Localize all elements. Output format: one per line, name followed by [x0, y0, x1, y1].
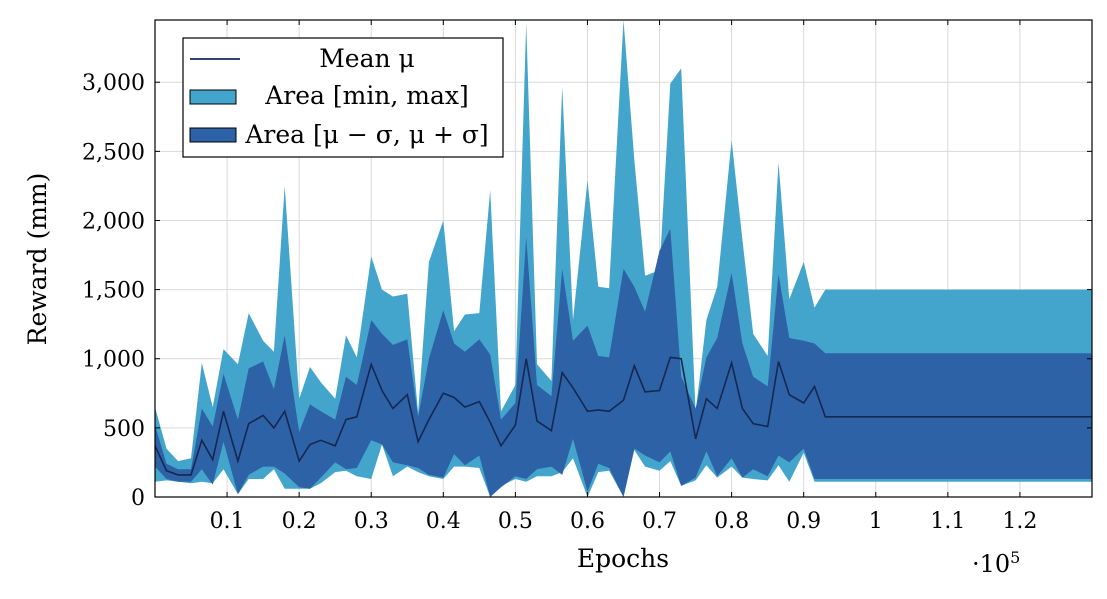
x-tick-label: 0.8 [714, 509, 749, 534]
x-tick-label: 0.4 [426, 509, 461, 534]
y-tick-label: 3,000 [82, 71, 145, 96]
x-tick-label: 0.3 [354, 509, 389, 534]
x-axis-multiplier-base: ·10 [972, 550, 1010, 578]
x-tick-label: 1 [869, 509, 883, 534]
y-tick-label: 2,500 [82, 140, 145, 165]
plot-frame [154, 19, 1093, 498]
x-axis-multiplier-exp: 5 [1010, 548, 1020, 567]
std-area [155, 228, 1092, 498]
x-axis-multiplier: ·105 [972, 548, 1020, 578]
y-tick-label: 0 [131, 486, 145, 511]
x-tick-label: 0.9 [786, 509, 821, 534]
x-tick-label: 1.2 [1002, 509, 1037, 534]
mean-line [154, 356, 1092, 476]
y-tick-label: 500 [103, 417, 145, 442]
x-tick-label: 1.1 [930, 509, 965, 534]
x-tick-label: 0.2 [282, 509, 317, 534]
x-tick-label: 0.6 [570, 509, 605, 534]
x-tick-label: 0.7 [642, 509, 677, 534]
legend: Mean μ Area [min, max] Area [μ − σ, μ + … [182, 37, 504, 158]
legend-mean-label: Mean μ [319, 44, 415, 73]
legend-std-swatch [189, 127, 237, 143]
y-tick-label: 1,500 [82, 279, 145, 304]
x-tick-label: 0.1 [210, 509, 245, 534]
legend-std-label: Area [μ − σ, μ + σ] [244, 120, 488, 149]
y-tick-label: 1,000 [82, 348, 145, 373]
x-tick-label: 0.5 [498, 509, 533, 534]
y-tick-label: 2,000 [82, 209, 145, 234]
ticks: 0.1 0.2 0.3 0.4 0.5 0.6 0.7 0.8 0.9 1 1.1 1.2 0 500 1,… [82, 20, 1092, 534]
plot-area [154, 20, 1092, 498]
legend-minmax-swatch [189, 89, 237, 105]
y-axis-title: Reward (mm) [23, 173, 52, 346]
legend-minmax-label: Area [min, max] [264, 81, 469, 110]
x-axis-title: Epochs [577, 544, 669, 573]
